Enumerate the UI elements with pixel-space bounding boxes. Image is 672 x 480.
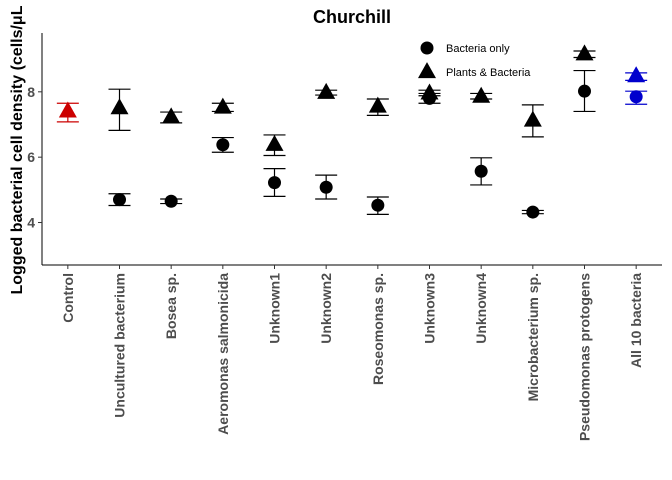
point-triangle — [523, 110, 542, 127]
x-tick-label: All 10 bacteria — [628, 273, 644, 368]
x-tick-label: Control — [60, 273, 76, 323]
legend: Bacteria only Plants & Bacteria — [418, 41, 531, 79]
x-tick-label: Microbacterium sp. — [525, 273, 541, 401]
point-triangle — [627, 66, 646, 83]
x-tick-label: Unknown2 — [318, 273, 334, 344]
error-bars — [56, 50, 648, 215]
point-circle — [164, 194, 178, 208]
x-tick-label: Pseudomonas protogens — [577, 273, 593, 441]
y-axis-label: Logged bacterial cell density (cells/μL — [9, 5, 26, 294]
point-circle — [113, 193, 126, 207]
x-tick-label: Roseomonas sp. — [370, 273, 386, 385]
x-tick-label: Uncultured bacterium — [112, 273, 128, 418]
legend-label: Bacteria only — [446, 43, 510, 55]
point-triangle — [110, 98, 129, 115]
x-tick-label: Unknown3 — [422, 273, 438, 344]
point-triangle — [420, 83, 439, 100]
legend-label: Plants & Bacteria — [446, 67, 531, 79]
point-circle — [578, 84, 591, 98]
x-tick-label: Unknown4 — [473, 273, 489, 344]
y-tick-label: 8 — [27, 84, 35, 100]
axes: 4 6 8 Control Uncultured bacterium Bosea sp. A… — [27, 33, 662, 441]
x-tick-label: Unknown1 — [267, 273, 283, 344]
x-tick-label: Bosea sp. — [163, 273, 179, 339]
legend-key-triangle — [418, 62, 436, 79]
point-circle — [268, 176, 281, 190]
point-circle — [474, 164, 488, 178]
point-circle — [526, 205, 540, 219]
y-tick-label: 4 — [27, 215, 35, 231]
point-triangle — [162, 107, 181, 124]
point-triangle — [58, 101, 77, 118]
chart-title: Churchill — [313, 7, 391, 27]
point-circle — [629, 90, 643, 104]
point-circle — [319, 180, 333, 194]
point-triangle — [472, 86, 491, 103]
point-circle — [371, 198, 385, 212]
point-triangle — [575, 44, 594, 61]
x-tick-label: Aeromonas salmonicida — [215, 273, 231, 435]
legend-key-circle — [420, 41, 434, 55]
point-circle — [216, 138, 230, 152]
y-tick-label: 6 — [27, 149, 35, 165]
point-triangle — [213, 97, 232, 114]
point-triangle — [317, 82, 336, 99]
data-points — [58, 44, 646, 219]
point-triangle — [265, 134, 284, 151]
point-triangle — [368, 96, 387, 113]
